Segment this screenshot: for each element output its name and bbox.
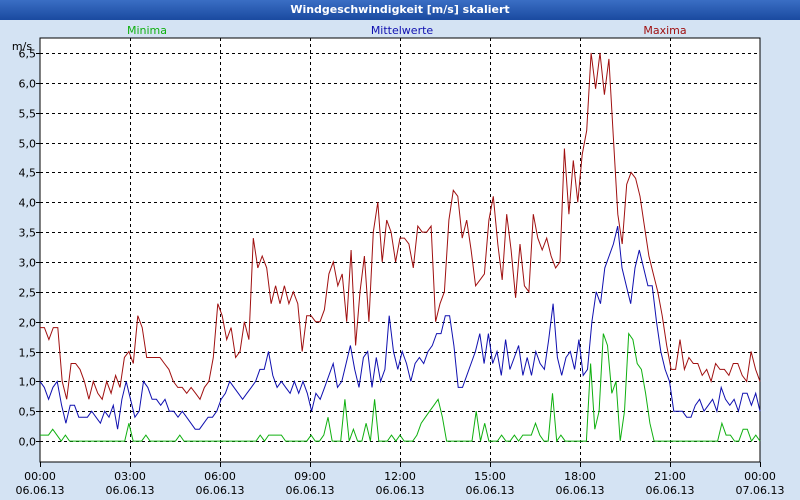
x-tick-date: 06.06.13	[106, 484, 155, 497]
series-line-maxima	[40, 52, 761, 401]
y-tick-label: 4,5	[19, 167, 37, 180]
window-title: Windgeschwindigkeit [m/s] skaliert	[0, 0, 800, 20]
x-tick-time: 06:00	[204, 470, 236, 483]
x-tick-date: 06.06.13	[286, 484, 335, 497]
y-tick-label: 0,0	[19, 436, 37, 449]
y-tick-label: 1,5	[19, 347, 37, 360]
x-tick-time: 09:00	[294, 470, 326, 483]
y-tick-label: 3,5	[19, 227, 37, 240]
x-tick-date: 06.06.13	[466, 484, 515, 497]
x-tick-date: 06.06.13	[556, 484, 605, 497]
y-tick-label: 5,0	[19, 138, 37, 151]
y-tick-label: 1,0	[19, 376, 37, 389]
x-tick-date: 07.06.13	[736, 484, 785, 497]
y-tick-label: 6,5	[19, 48, 37, 61]
x-tick-time: 03:00	[114, 470, 146, 483]
x-tick-time: 21:00	[654, 470, 686, 483]
wind-speed-chart: 0,0 0,5 1,0 1,5 2,0 2,5 3,0 3,5 4,0 4,5 5,0 5,5 6,0 6…	[0, 20, 800, 500]
series-line-mittelwerte	[39, 225, 761, 430]
y-axis-label: m/s	[12, 40, 32, 53]
x-tick-date: 06.06.13	[16, 484, 65, 497]
legend-maxima: Maxima	[643, 24, 686, 37]
y-tick-label: 6,0	[19, 78, 37, 91]
x-tick-time: 15:00	[474, 470, 506, 483]
x-tick-time: 00:00	[24, 470, 56, 483]
y-tick-label: 2,5	[19, 287, 37, 300]
x-tick-time: 12:00	[384, 470, 416, 483]
x-tick-date: 06.06.13	[376, 484, 425, 497]
legend-mittelwerte: Mittelwerte	[371, 24, 434, 37]
legend-minima: Minima	[127, 24, 167, 37]
y-tick-label: 5,5	[19, 108, 37, 121]
series-line-minima	[40, 332, 761, 443]
x-tick-date: 06.06.13	[196, 484, 245, 497]
y-tick-label: 2,0	[19, 317, 37, 330]
x-tick-time: 00:00	[744, 470, 776, 483]
y-tick-label: 4,0	[19, 197, 37, 210]
x-tick-time: 18:00	[564, 470, 596, 483]
y-tick-label: 0,5	[19, 406, 37, 419]
x-tick-date: 06.06.13	[646, 484, 695, 497]
y-tick-label: 3,0	[19, 257, 37, 270]
